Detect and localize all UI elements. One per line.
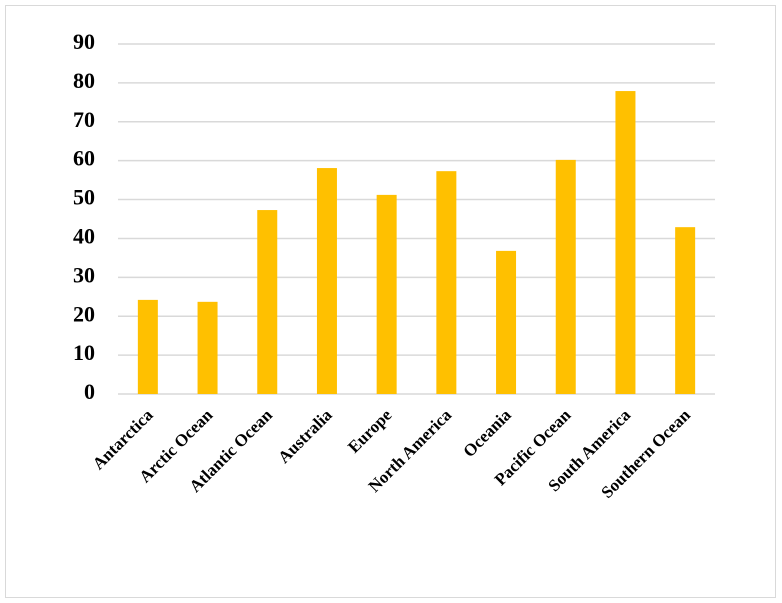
bar (197, 301, 218, 394)
bar (436, 171, 457, 394)
bar (316, 168, 337, 394)
y-tick-label: 10 (73, 340, 95, 365)
y-tick-label: 60 (73, 146, 95, 171)
y-tick-label: 20 (73, 301, 95, 326)
bar (137, 299, 158, 394)
y-tick-label: 30 (73, 262, 95, 287)
bar (257, 210, 278, 394)
bar (555, 159, 576, 394)
bar (675, 227, 696, 394)
bar (376, 194, 397, 394)
y-tick-label: 0 (84, 379, 95, 404)
bar (615, 91, 636, 395)
y-tick-label: 40 (73, 223, 95, 248)
bar (496, 250, 517, 394)
y-tick-label: 70 (73, 107, 95, 132)
y-tick-label: 80 (73, 68, 95, 93)
y-tick-label: 50 (73, 185, 95, 210)
y-tick-label: 90 (73, 29, 95, 54)
